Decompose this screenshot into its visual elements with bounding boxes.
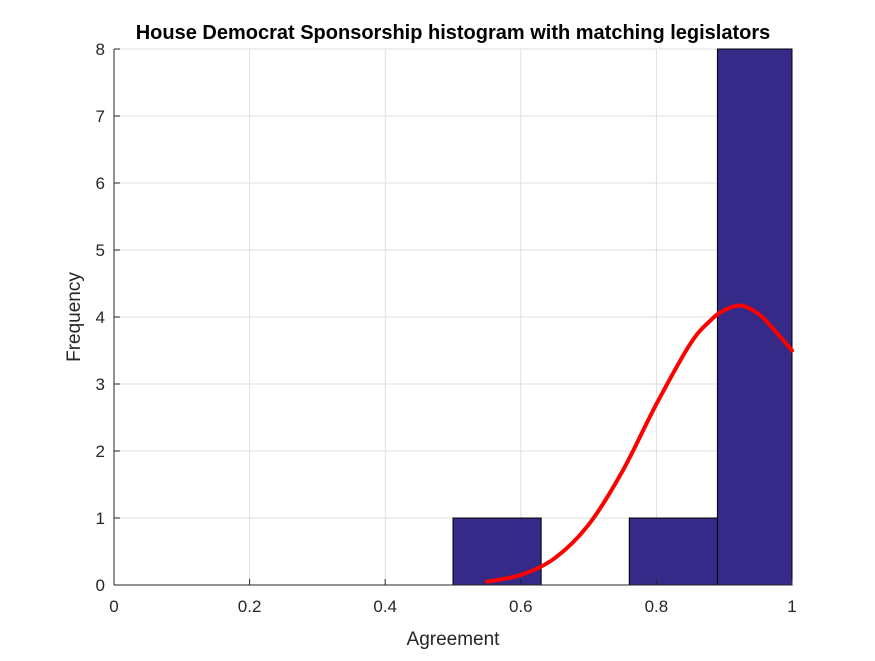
histogram-bar <box>717 49 792 585</box>
x-tick-label: 0 <box>109 597 118 616</box>
y-tick-label: 1 <box>96 509 105 528</box>
x-tick-label: 0.2 <box>238 597 262 616</box>
chart-title: House Democrat Sponsorship histogram wit… <box>136 22 771 44</box>
y-tick-label: 4 <box>96 308 105 327</box>
y-axis-label: Frequency <box>64 272 85 362</box>
x-axis-label: Agreement <box>407 629 501 650</box>
y-tick-label: 8 <box>96 40 105 59</box>
y-tick-label: 3 <box>96 375 105 394</box>
y-tick-label: 5 <box>96 241 105 260</box>
x-tick-label: 0.4 <box>373 597 397 616</box>
x-tick-label: 0.6 <box>509 597 533 616</box>
x-tick-label: 1 <box>787 597 796 616</box>
y-tick-label: 6 <box>96 174 105 193</box>
histogram-bar <box>453 518 541 585</box>
y-tick-label: 0 <box>96 576 105 595</box>
x-tick-label: 0.8 <box>645 597 669 616</box>
y-tick-label: 2 <box>96 442 105 461</box>
y-tick-label: 7 <box>96 107 105 126</box>
histogram-bar <box>629 518 717 585</box>
